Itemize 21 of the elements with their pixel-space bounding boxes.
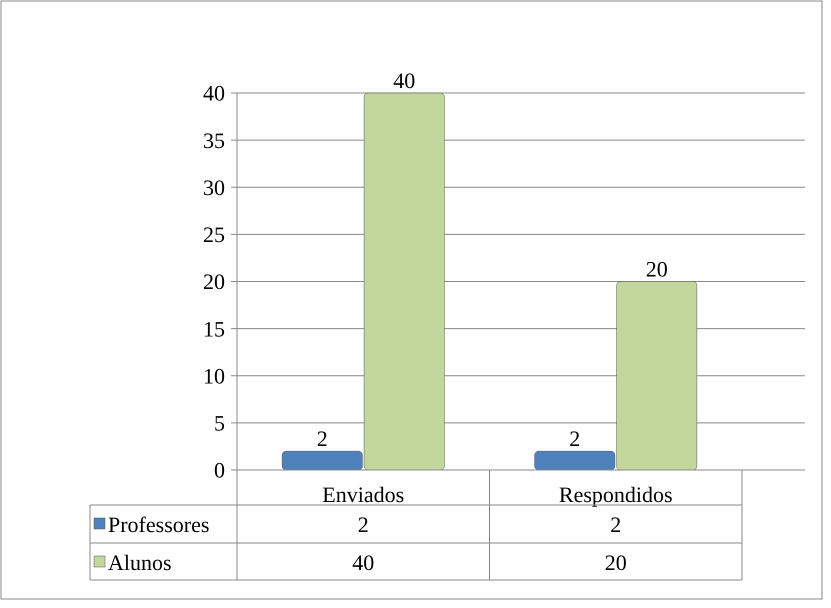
data-label: 20: [646, 256, 668, 282]
y-tick-label: 25: [203, 222, 225, 248]
data-label: 2: [316, 426, 328, 452]
y-tick-label: 10: [203, 363, 225, 388]
y-tick-label: 30: [203, 174, 225, 200]
text: 2: [358, 512, 369, 537]
y-tick-label: 40: [203, 80, 225, 106]
y-tick-label: 0: [214, 458, 225, 483]
y-tick-label: 20: [203, 269, 225, 294]
text: 2: [610, 512, 622, 537]
data-label: 2: [569, 426, 580, 452]
text: 40: [352, 550, 374, 575]
x-tick-label: Respondidos: [558, 482, 673, 507]
legend-label: Alunos: [108, 550, 172, 575]
legend-label: Professores: [108, 512, 210, 537]
text: 20: [604, 550, 627, 575]
x-tick-label: Enviados: [322, 482, 404, 507]
data-label: 40: [393, 68, 416, 93]
y-tick-label: 35: [203, 128, 225, 153]
y-tick-label: 15: [203, 316, 225, 342]
y-tick-label: 5: [214, 410, 225, 436]
